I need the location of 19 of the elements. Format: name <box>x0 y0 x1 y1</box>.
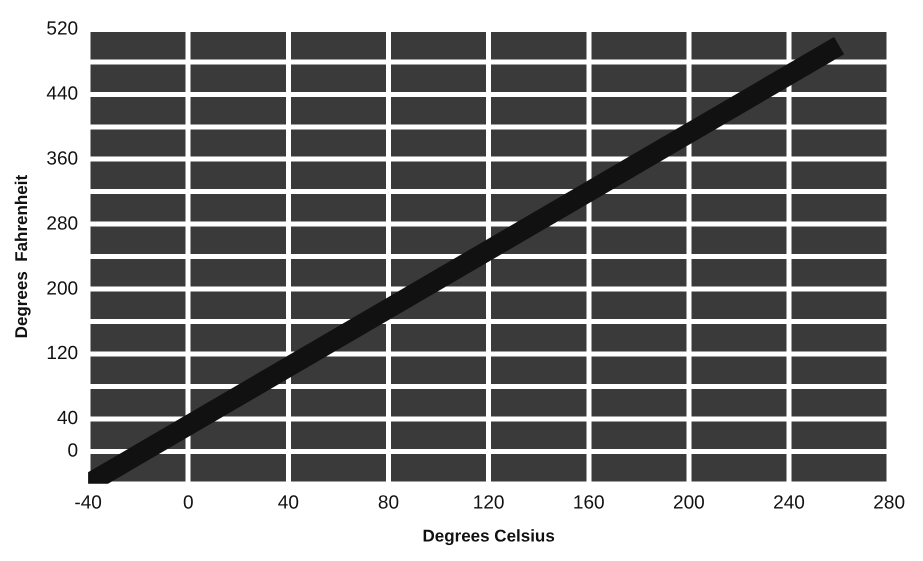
y-tick-label: 520 <box>46 18 78 40</box>
y-tick-label: 0 <box>68 440 78 462</box>
x-tick-label: 120 <box>472 492 504 514</box>
y-axis-title: Degrees Fahrenheit <box>12 174 31 338</box>
x-tick-label: 240 <box>773 492 805 514</box>
x-tick-label: 200 <box>673 492 705 514</box>
x-axis-title: Degrees Celsius <box>422 526 555 546</box>
y-tick-label: 280 <box>46 213 78 234</box>
y-tick-label: 360 <box>46 148 78 170</box>
y-tick-label: 40 <box>56 408 78 430</box>
y-tick-label: 440 <box>46 84 78 105</box>
x-tick-label: 160 <box>572 492 605 514</box>
x-tick-label: -40 <box>74 492 102 514</box>
x-tick-label: 80 <box>378 492 400 514</box>
x-tick-label: 280 <box>873 492 905 514</box>
y-tick-label: 200 <box>46 278 78 300</box>
x-tick-label: 40 <box>278 492 299 514</box>
y-tick-label: 120 <box>46 343 78 364</box>
x-tick-label: 0 <box>182 492 194 514</box>
